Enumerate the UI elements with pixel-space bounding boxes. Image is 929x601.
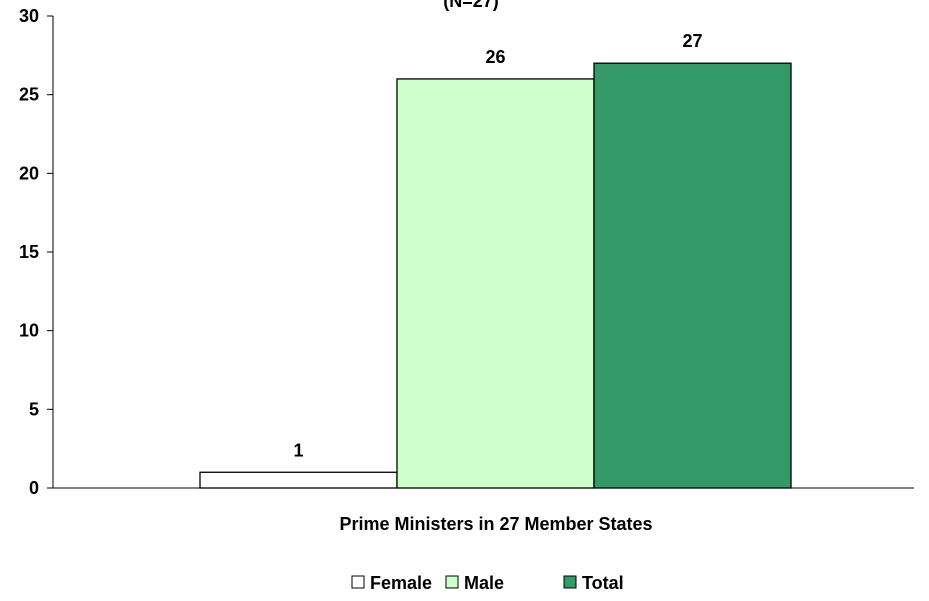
y-tick-label: 15 [19, 242, 39, 262]
bar-female [199, 471, 398, 489]
bars-group: 1 26 27 [199, 31, 792, 489]
legend-swatch-male [445, 575, 459, 589]
legend: Female Male Total [351, 573, 624, 593]
legend-swatch-total [563, 575, 577, 589]
data-label-male: 26 [485, 47, 505, 67]
legend-label-male: Male [464, 573, 504, 593]
x-axis-label: Prime Ministers in 27 Member States [339, 514, 652, 534]
bar-total [593, 62, 792, 489]
data-label-female: 1 [293, 440, 303, 460]
y-tick-label: 10 [19, 321, 39, 341]
legend-label-female: Female [370, 573, 432, 593]
legend-swatch-female [351, 575, 365, 589]
y-tick-label: 25 [19, 85, 39, 105]
y-tick-label: 0 [29, 478, 39, 498]
y-tick-label: 30 [19, 6, 39, 26]
chart-title: (N=27) [443, 0, 499, 11]
y-tick-label: 5 [29, 399, 39, 419]
data-label-total: 27 [682, 31, 702, 51]
legend-label-total: Total [582, 573, 624, 593]
y-tick-label: 20 [19, 163, 39, 183]
y-axis: 0 5 10 15 20 25 30 [19, 6, 54, 498]
bar-male [396, 78, 595, 489]
